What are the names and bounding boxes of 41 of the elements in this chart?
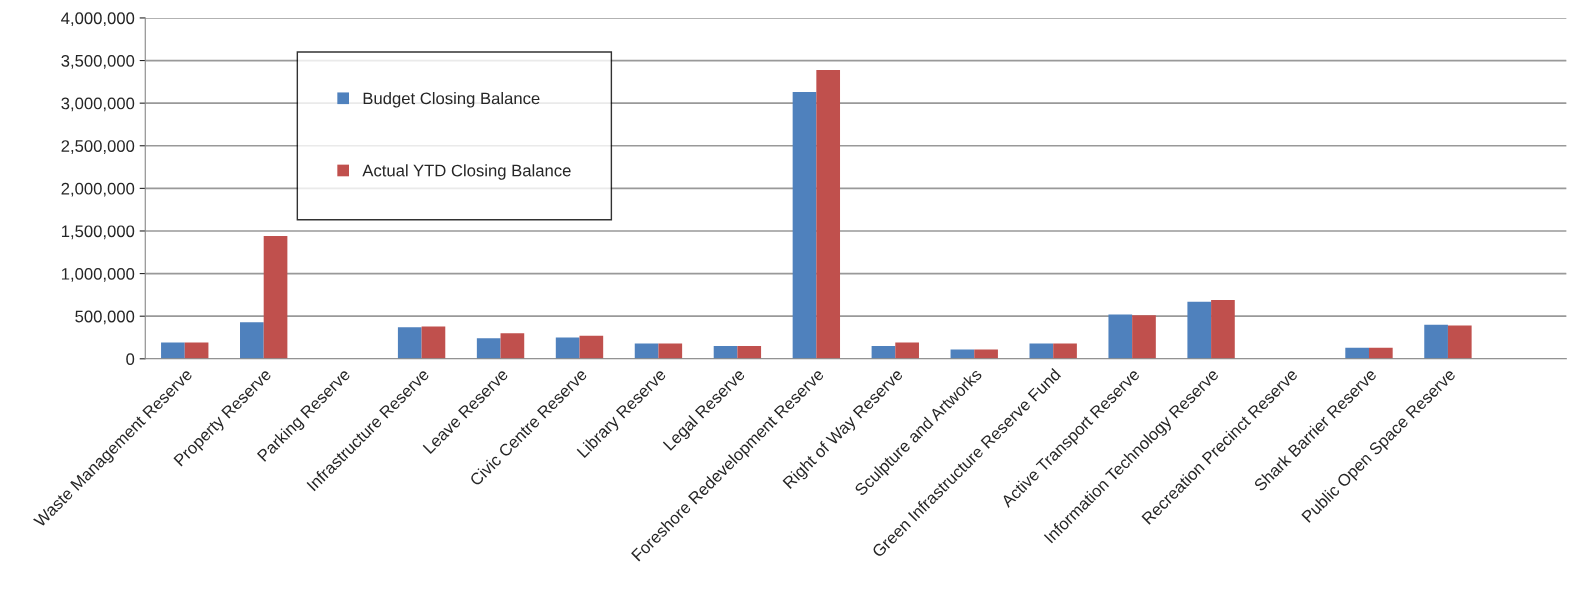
bar — [240, 322, 264, 359]
y-tick-label: 0 — [126, 353, 135, 365]
bar — [161, 342, 185, 359]
legend-label: Actual YTD Closing Balance — [362, 164, 571, 180]
y-tick-label: 3,500,000 — [61, 54, 135, 69]
legend-label: Budget Closing Balance — [363, 92, 540, 108]
bar — [895, 342, 919, 359]
bar — [397, 327, 422, 359]
bar — [737, 346, 762, 359]
bar — [658, 343, 683, 359]
bar — [1368, 347, 1393, 359]
y-tick-label: 3,000,000 — [61, 97, 135, 112]
bar — [1211, 300, 1235, 359]
bar — [871, 346, 896, 359]
y-tick-label: 2,000,000 — [61, 182, 135, 197]
bar — [816, 69, 841, 359]
bar — [1424, 324, 1448, 359]
bar — [476, 338, 501, 359]
bar — [713, 346, 738, 359]
bar — [1447, 325, 1472, 359]
bar — [634, 343, 659, 359]
y-tick-label: 500,000 — [75, 310, 135, 325]
bar — [792, 92, 817, 359]
bar — [184, 342, 209, 359]
bar — [263, 236, 288, 359]
bar — [555, 337, 580, 359]
bar — [1108, 314, 1133, 359]
bar — [421, 326, 446, 359]
y-tick-label: 2,500,000 — [61, 140, 135, 154]
bar — [974, 349, 998, 359]
bar — [1029, 343, 1054, 359]
bar — [579, 335, 604, 359]
bar — [1053, 343, 1077, 359]
bar — [500, 333, 525, 359]
y-tick-label: 4,000,000 — [61, 12, 135, 27]
y-tick-label: 1,500,000 — [61, 225, 135, 240]
bar — [950, 349, 975, 359]
y-tick-label: 1,000,000 — [61, 267, 135, 282]
bar — [1187, 301, 1212, 359]
bar — [1345, 347, 1369, 359]
bar — [1132, 315, 1156, 359]
